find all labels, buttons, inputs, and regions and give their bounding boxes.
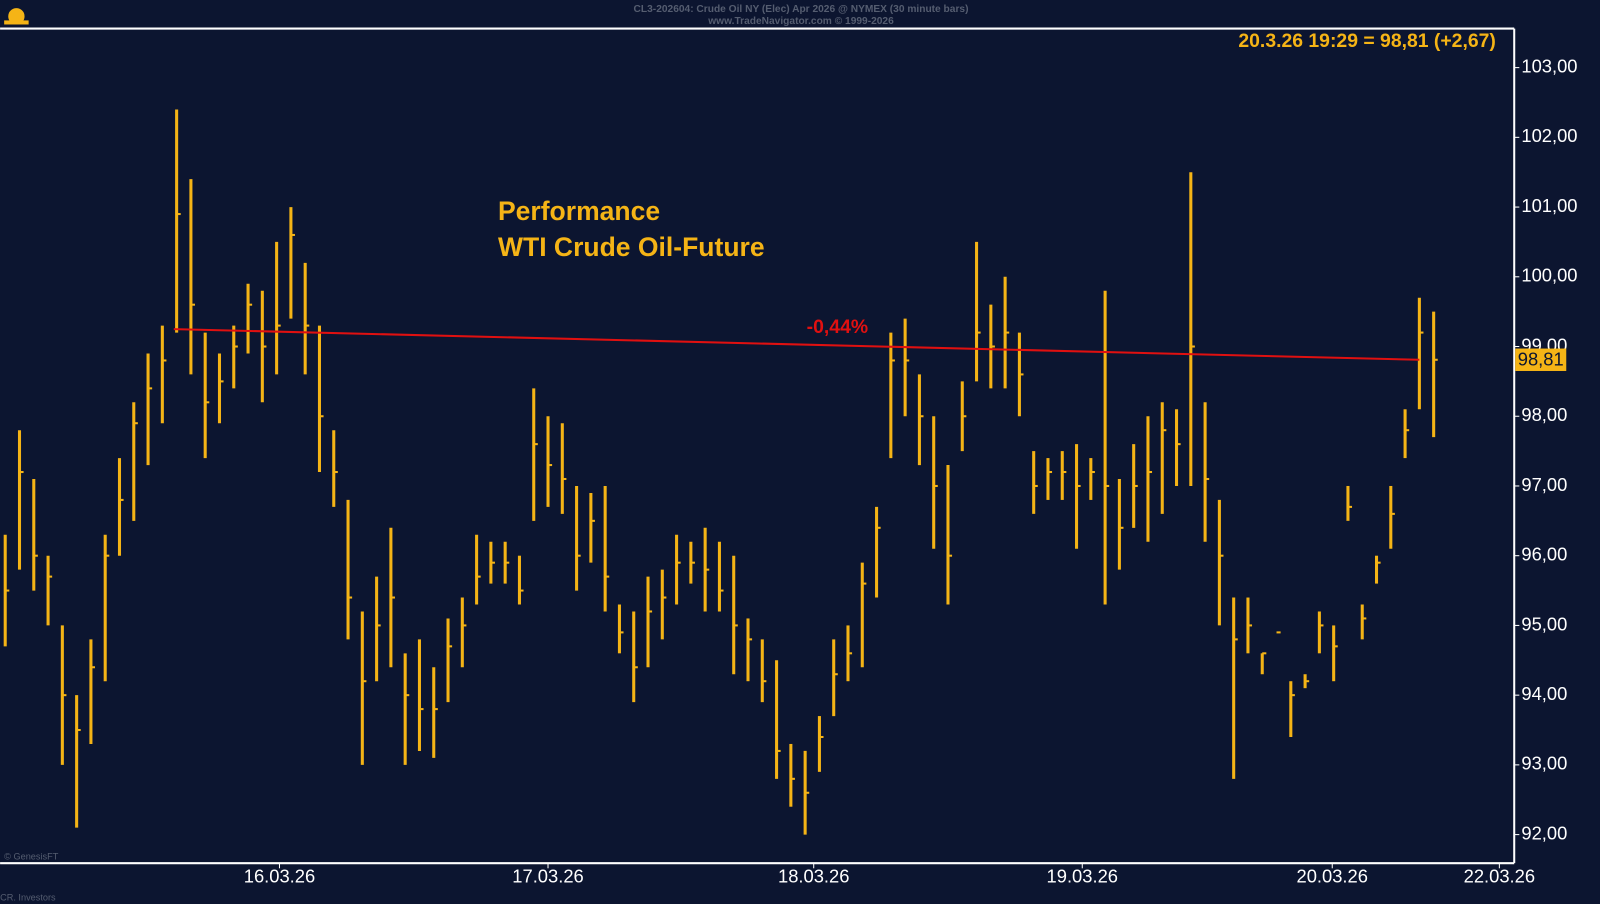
- y-tick-label: 93,00: [1521, 753, 1567, 774]
- header: CL3-202604: Crude Oil NY (Elec) Apr 2026…: [634, 4, 969, 15]
- chart-title: Performance: [498, 196, 660, 226]
- subheader: www.TradeNavigator.com © 1999-2026: [707, 16, 894, 27]
- last-price-box: [1515, 348, 1567, 371]
- last-quote: 20.3.26 19:29 = 98,81 (+2,67): [1238, 30, 1495, 52]
- x-tick-label: 17.03.26: [512, 865, 583, 886]
- y-tick-label: 96,00: [1521, 544, 1567, 565]
- logo: [4, 8, 29, 25]
- y-tick-label: 98,00: [1521, 404, 1567, 425]
- x-tick-label: 20.03.26: [1297, 865, 1368, 886]
- x-tick-label: 18.03.26: [778, 865, 849, 886]
- x-tick-label: 16.03.26: [244, 865, 315, 886]
- chart-subtitle: WTI Crude Oil-Future: [498, 232, 765, 262]
- x-tick-label: 22.03.26: [1464, 865, 1535, 886]
- y-tick-label: 92,00: [1521, 822, 1567, 843]
- y-tick-label: 101,00: [1521, 195, 1577, 216]
- y-tick-label: 102,00: [1521, 125, 1577, 146]
- footer-bottom: CR. Investors: [0, 892, 56, 902]
- y-tick-label: 103,00: [1521, 55, 1577, 76]
- y-tick-label: 97,00: [1521, 474, 1567, 495]
- footer-left: © GenesisFT: [4, 851, 59, 861]
- last-price-label: 98,81: [1518, 349, 1564, 370]
- reference-label: -0,44%: [807, 316, 868, 338]
- y-tick-label: 100,00: [1521, 265, 1577, 286]
- y-tick-label: 95,00: [1521, 613, 1567, 634]
- x-tick-label: 19.03.26: [1047, 865, 1118, 886]
- reference-line: [173, 328, 1420, 361]
- y-tick-label: 94,00: [1521, 683, 1567, 704]
